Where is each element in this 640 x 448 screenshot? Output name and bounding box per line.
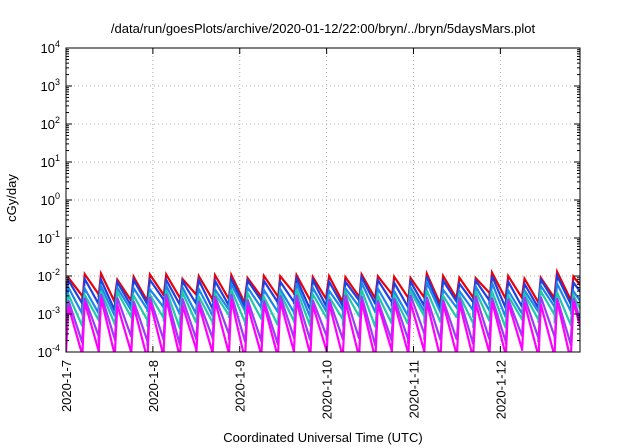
y-tick-label: 100 <box>41 191 60 208</box>
x-tick-label: 2020-1-8 <box>146 360 161 412</box>
x-tick-label: 2020-1-9 <box>233 360 248 412</box>
x-tick-label: 2020-1-12 <box>493 360 508 419</box>
y-tick-label: 10-2 <box>38 267 60 284</box>
chart-title: /data/run/goesPlots/archive/2020-01-12/2… <box>111 21 536 36</box>
series-line <box>66 297 580 352</box>
x-tick-label: 2020-1-11 <box>406 360 421 418</box>
series-line <box>66 271 580 312</box>
x-tick-label: 2020-1-7 <box>59 360 74 412</box>
y-tick-label: 102 <box>41 115 60 132</box>
x-axis-ticks: 2020-1-7 2020-1-8 2020-1-9 2020-1-10 2020-1-… <box>59 48 508 419</box>
y-tick-label: 104 <box>41 39 60 56</box>
y-tick-label: 101 <box>41 153 60 170</box>
x-axis-label: Coordinated Universal Time (UTC) <box>223 430 422 445</box>
y-axis-ticks: 10-4 10-3 10-2 10-1 100 101 102 103 104 <box>38 39 580 360</box>
series-layer <box>66 267 580 352</box>
y-tick-label: 10-3 <box>38 305 60 322</box>
x-tick-label: 2020-1-10 <box>320 360 335 419</box>
y-axis-label: cGy/day <box>4 174 19 222</box>
y-tick-label: 10-1 <box>38 229 60 246</box>
y-tick-label: 10-4 <box>38 343 60 360</box>
y-tick-label: 103 <box>41 77 60 94</box>
